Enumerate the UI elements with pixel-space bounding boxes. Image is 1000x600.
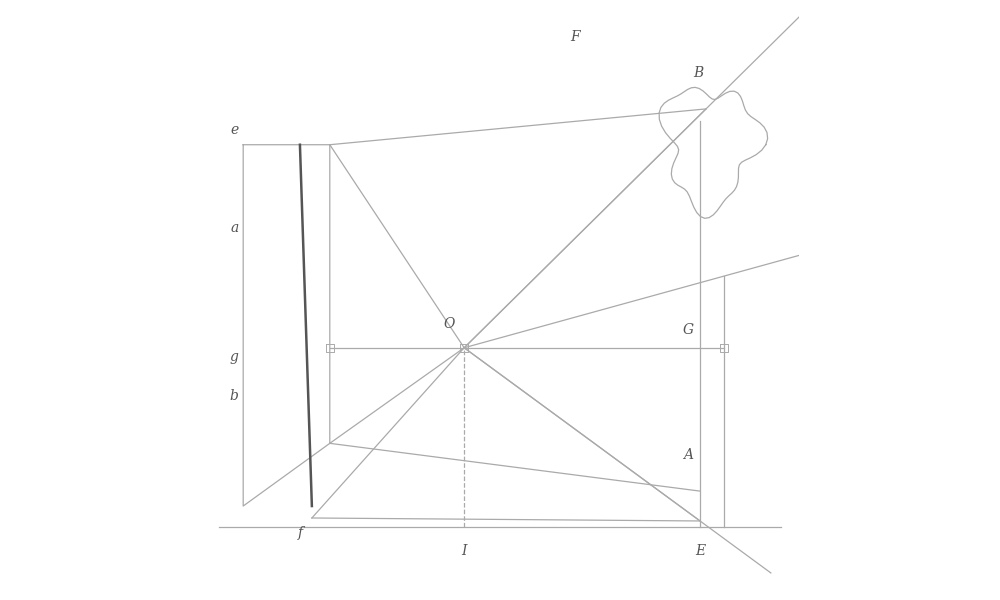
Text: F: F (570, 30, 579, 44)
Text: a: a (230, 221, 238, 235)
Text: G: G (683, 323, 694, 337)
Text: f: f (297, 526, 302, 540)
Text: g: g (230, 350, 239, 364)
Text: e: e (230, 123, 238, 137)
Text: O: O (444, 317, 455, 331)
Text: E: E (695, 544, 705, 558)
Text: B: B (693, 66, 703, 80)
Text: b: b (230, 389, 239, 403)
Text: I: I (461, 544, 467, 558)
Text: A: A (683, 448, 693, 462)
